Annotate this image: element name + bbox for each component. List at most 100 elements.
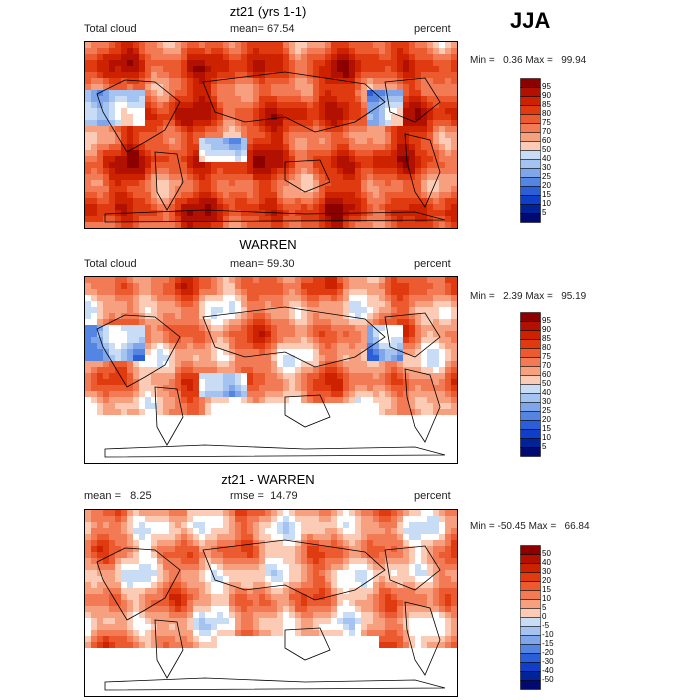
map-cell [103, 216, 109, 222]
map-cell [193, 307, 199, 313]
map-cell [175, 546, 181, 552]
map-cell [235, 144, 241, 150]
map-cell [259, 60, 265, 66]
map-cell [145, 42, 151, 48]
map-cell [163, 576, 169, 582]
map-cell [151, 120, 157, 126]
map-cell [451, 301, 457, 307]
panel-2-units: percent [414, 258, 451, 270]
map-cell [385, 150, 391, 156]
map-cell [295, 60, 301, 66]
map-cell [367, 558, 373, 564]
map-cell [295, 180, 301, 186]
map-cell [337, 576, 343, 582]
map-cell [223, 138, 229, 144]
map-cell [397, 132, 403, 138]
map-cell [367, 301, 373, 307]
map-cell [91, 319, 97, 325]
map-cell [145, 379, 151, 385]
map-cell [97, 516, 103, 522]
map-cell [115, 564, 121, 570]
map-cell [307, 90, 313, 96]
map-cell [415, 216, 421, 222]
map-cell [379, 72, 385, 78]
map-cell [121, 409, 127, 415]
map-cell [175, 295, 181, 301]
map-cell [151, 397, 157, 403]
map-cell [91, 576, 97, 582]
map-cell [379, 174, 385, 180]
panel-2-minmax: Min = 2.39 Max = 95.19 [470, 291, 587, 302]
map-cell [103, 636, 109, 642]
map-cell [181, 174, 187, 180]
map-cell [181, 102, 187, 108]
map-cell [229, 42, 235, 48]
map-cell [355, 114, 361, 120]
map-cell [211, 612, 217, 618]
map-cell [397, 636, 403, 642]
map-cell [403, 337, 409, 343]
map-cell [193, 90, 199, 96]
map-cell [175, 301, 181, 307]
map-cell [385, 120, 391, 126]
map-cell [289, 361, 295, 367]
map-cell [445, 84, 451, 90]
map-cell [397, 144, 403, 150]
map-cell [187, 42, 193, 48]
map-cell [319, 570, 325, 576]
map-cell [109, 588, 115, 594]
map-cell [319, 540, 325, 546]
map-cell [109, 564, 115, 570]
map-cell [241, 546, 247, 552]
colorbar-tick-label: 25 [542, 406, 551, 415]
map-cell [433, 343, 439, 349]
map-cell [217, 331, 223, 337]
map-cell [169, 102, 175, 108]
map-cell [163, 307, 169, 313]
map-cell [181, 204, 187, 210]
map-cell [97, 277, 103, 283]
map-cell [385, 144, 391, 150]
map-cell [127, 54, 133, 60]
map-cell [109, 540, 115, 546]
map-cell [103, 102, 109, 108]
map-cell [379, 150, 385, 156]
map-cell [169, 409, 175, 415]
map-cell [445, 174, 451, 180]
map-cell [403, 162, 409, 168]
map-cell [451, 126, 457, 132]
map-cell [403, 349, 409, 355]
map-cell [115, 570, 121, 576]
map-cell [295, 96, 301, 102]
map-cell [421, 361, 427, 367]
map-cell [163, 222, 169, 228]
map-cell [199, 570, 205, 576]
map-cell [403, 606, 409, 612]
map-cell [85, 337, 91, 343]
map-cell [307, 540, 313, 546]
map-cell [247, 132, 253, 138]
map-cell [355, 156, 361, 162]
map-cell [193, 295, 199, 301]
map-cell [325, 102, 331, 108]
map-cell [367, 367, 373, 373]
map-cell [169, 564, 175, 570]
map-cell [385, 174, 391, 180]
map-cell [361, 192, 367, 198]
map-cell [367, 606, 373, 612]
map-cell [367, 156, 373, 162]
map-cell [379, 216, 385, 222]
map-cell [211, 114, 217, 120]
map-cell [355, 204, 361, 210]
colorbar-box [520, 132, 541, 142]
map-cell [319, 600, 325, 606]
map-cell [451, 96, 457, 102]
map-cell [439, 630, 445, 636]
map-cell [133, 552, 139, 558]
map-cell [187, 552, 193, 558]
map-cell [265, 277, 271, 283]
map-cell [409, 325, 415, 331]
map-cell [187, 510, 193, 516]
map-cell [277, 156, 283, 162]
map-cell [169, 367, 175, 373]
